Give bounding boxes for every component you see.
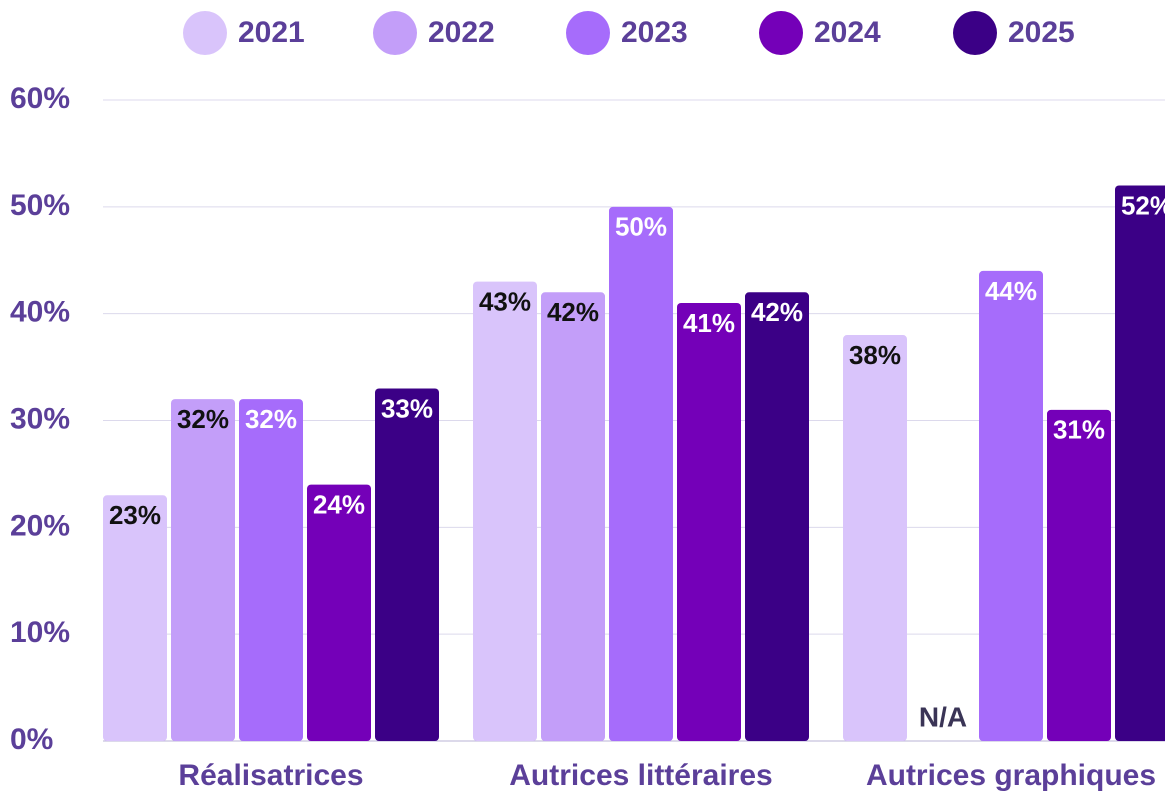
y-tick-label: 40% bbox=[10, 296, 70, 329]
x-tick-label: Autrices graphiques bbox=[866, 759, 1156, 792]
bar bbox=[103, 495, 167, 741]
value-label: 43% bbox=[479, 286, 531, 316]
y-tick-label: 60% bbox=[10, 82, 70, 115]
bar bbox=[307, 484, 371, 741]
legend-swatch bbox=[183, 11, 227, 55]
legend-label: 2024 bbox=[814, 16, 881, 49]
bar bbox=[677, 302, 741, 741]
value-label: 41% bbox=[683, 308, 735, 338]
value-label: 24% bbox=[313, 489, 365, 519]
x-tick-label: Réalisatrices bbox=[178, 759, 363, 792]
legend-swatch bbox=[566, 11, 610, 55]
value-label: 50% bbox=[615, 212, 667, 242]
legend-label: 2025 bbox=[1008, 16, 1075, 49]
value-label: 42% bbox=[547, 297, 599, 327]
value-label: 32% bbox=[245, 404, 297, 434]
value-label: 23% bbox=[109, 500, 161, 530]
y-tick-label: 10% bbox=[10, 616, 70, 649]
bar bbox=[541, 292, 605, 741]
legend-label: 2021 bbox=[238, 16, 305, 49]
y-tick-label: 50% bbox=[10, 189, 70, 222]
bar bbox=[473, 281, 537, 741]
bar bbox=[609, 206, 673, 742]
value-label: 32% bbox=[177, 404, 229, 434]
y-tick-label: 0% bbox=[10, 723, 53, 756]
value-label: 31% bbox=[1053, 415, 1105, 445]
value-label: N/A bbox=[919, 701, 967, 732]
legend-swatch bbox=[373, 11, 417, 55]
x-tick-label: Autrices littéraires bbox=[509, 759, 772, 792]
bar bbox=[171, 399, 235, 741]
bar bbox=[375, 388, 439, 741]
bar bbox=[745, 292, 809, 741]
y-tick-label: 20% bbox=[10, 509, 70, 542]
value-label: 44% bbox=[985, 276, 1037, 306]
legend-label: 2022 bbox=[428, 16, 495, 49]
bar bbox=[979, 270, 1043, 741]
bar bbox=[1115, 185, 1165, 741]
legend-swatch bbox=[759, 11, 803, 55]
value-label: 52% bbox=[1121, 190, 1165, 220]
value-label: 38% bbox=[849, 340, 901, 370]
y-tick-label: 30% bbox=[10, 402, 70, 435]
legend-label: 2023 bbox=[621, 16, 688, 49]
value-label: 42% bbox=[751, 297, 803, 327]
legend-swatch bbox=[953, 11, 997, 55]
value-label: 33% bbox=[381, 393, 433, 423]
bar bbox=[1047, 409, 1111, 741]
bar bbox=[843, 335, 907, 741]
bar bbox=[239, 399, 303, 741]
